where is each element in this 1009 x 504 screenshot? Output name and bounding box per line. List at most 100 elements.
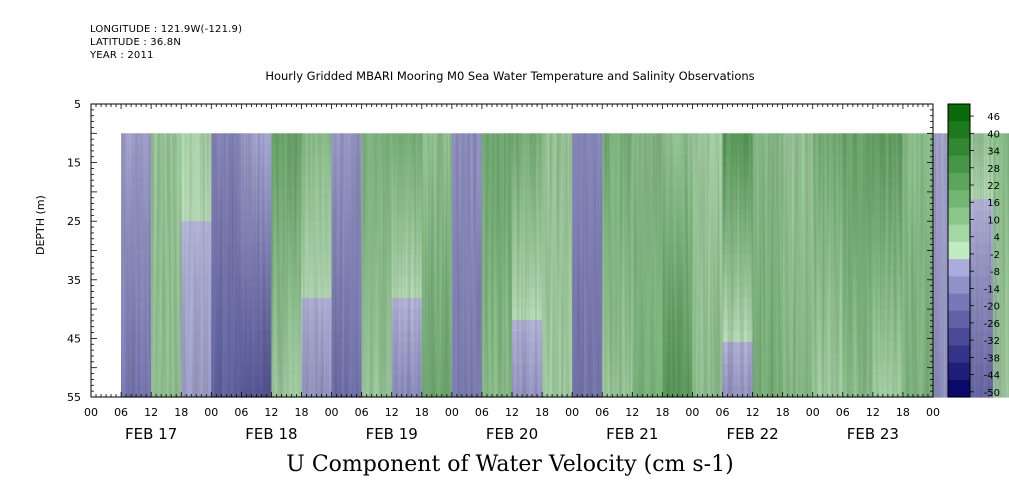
heatmap-cell [872, 342, 904, 354]
heatmap-cell [842, 188, 874, 200]
heatmap-cell [993, 353, 1009, 365]
latitude-label: LATITUDE : 36.8N [90, 37, 182, 48]
heatmap-cell [301, 287, 333, 299]
heatmap-cell [842, 232, 874, 244]
heatmap-cell [181, 221, 212, 233]
heatmap-cell [782, 276, 814, 288]
heatmap-cell [572, 287, 603, 299]
heatmap-cell [151, 232, 182, 244]
heatmap-cell [361, 243, 393, 255]
heatmap-cell [391, 133, 423, 145]
colorbar-label: 46 [987, 112, 1000, 123]
heatmap-cell [572, 276, 603, 288]
x-tick-label: 18 [295, 406, 309, 419]
heatmap-cell [211, 144, 242, 156]
heatmap-cell [331, 254, 363, 266]
heatmap-cell [481, 265, 513, 277]
heatmap-cell [481, 254, 513, 266]
heatmap-cell [692, 177, 724, 189]
heatmap-cell [692, 265, 724, 277]
heatmap-cell [963, 144, 994, 156]
heatmap-cell [602, 265, 633, 277]
heatmap-cell [151, 177, 182, 189]
heatmap-cell [481, 188, 513, 200]
heatmap-cell [481, 144, 513, 156]
heatmap-cell [121, 243, 152, 255]
heatmap-cell [151, 254, 182, 266]
heatmap-cell [722, 221, 754, 233]
heatmap-cell [752, 375, 784, 387]
colorbar-swatch [948, 121, 970, 139]
heatmap-cell [451, 199, 483, 211]
heatmap-cell [602, 210, 633, 222]
heatmap-cell [121, 287, 152, 299]
heatmap-cell [391, 375, 423, 387]
heatmap-cell [451, 155, 483, 167]
heatmap-cell [421, 232, 453, 244]
heatmap-cell [241, 221, 273, 233]
heatmap-cell [331, 144, 363, 156]
heatmap-cell [151, 320, 182, 332]
heatmap-cell [421, 210, 453, 222]
heatmap-cell [331, 309, 363, 321]
heatmap-cell [512, 265, 543, 277]
heatmap-cell [752, 243, 784, 255]
heatmap-cell [331, 155, 363, 167]
heatmap-cell [481, 166, 513, 178]
heatmap-cell [361, 133, 393, 145]
heatmap-cell [812, 331, 844, 343]
heatmap-cell [481, 287, 513, 299]
heatmap-cell [963, 166, 994, 178]
heatmap-cell [451, 188, 483, 200]
heatmap-cell [752, 265, 784, 277]
heatmap-cell [421, 155, 453, 167]
heatmap-cell [361, 276, 393, 288]
heatmap-cell [902, 188, 934, 200]
heatmap-cell [181, 287, 212, 299]
heatmap-cell [542, 364, 573, 376]
heatmap-cell [902, 144, 934, 156]
heatmap-cell [542, 155, 573, 167]
heatmap-cell [662, 342, 694, 354]
heatmap-cell [241, 364, 273, 376]
heatmap-cell [241, 265, 273, 277]
heatmap-cell [842, 320, 874, 332]
heatmap-cell [812, 144, 844, 156]
heatmap-cell [331, 232, 363, 244]
colorbar-label: -50 [984, 388, 1000, 399]
heatmap-cell [782, 254, 814, 266]
heatmap-cell [542, 133, 573, 145]
heatmap-cell [121, 177, 152, 189]
heatmap-cell [632, 287, 663, 299]
heatmap-cell [993, 155, 1009, 167]
x-tick-label: 12 [385, 406, 399, 419]
heatmap-cell [421, 265, 453, 277]
heatmap-cell [151, 276, 182, 288]
heatmap-cell [151, 188, 182, 200]
heatmap-cell [963, 386, 994, 398]
heatmap-cell [361, 309, 393, 321]
heatmap-cell [181, 320, 212, 332]
heatmap-cell [391, 386, 423, 398]
heatmap-cell [662, 243, 694, 255]
y-tick-label: 15 [67, 157, 81, 170]
heatmap-cell [481, 199, 513, 211]
heatmap-cell [662, 188, 694, 200]
heatmap-cell [602, 353, 633, 365]
heatmap-cell [211, 276, 242, 288]
heatmap-cell [512, 221, 543, 233]
heatmap-cell [512, 287, 543, 299]
heatmap-cell [993, 144, 1009, 156]
heatmap-cell [271, 276, 303, 288]
heatmap-cell [993, 243, 1009, 255]
heatmap-cell [121, 386, 152, 398]
heatmap-cell [963, 320, 994, 332]
heatmap-cell [572, 375, 603, 387]
heatmap-cell [481, 298, 513, 310]
heatmap-cell [331, 364, 363, 376]
heatmap-cell [963, 199, 994, 211]
heatmap-cell [391, 188, 423, 200]
heatmap-cell [301, 243, 333, 255]
heatmap-cell [872, 243, 904, 255]
